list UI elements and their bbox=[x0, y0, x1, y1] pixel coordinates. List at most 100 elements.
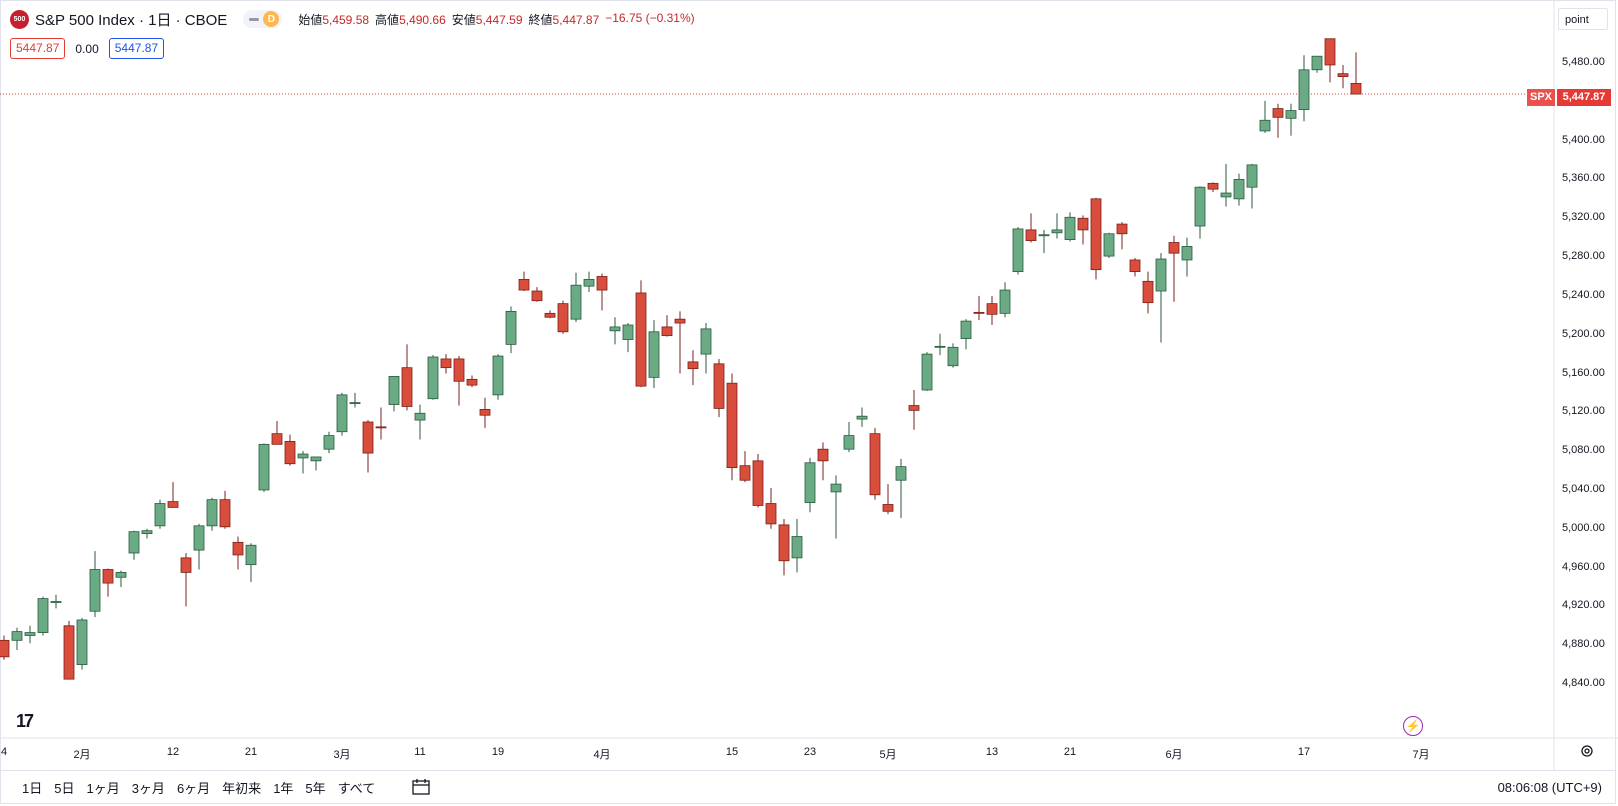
range-button[interactable]: 1日 bbox=[22, 781, 43, 796]
candle[interactable] bbox=[1129, 258, 1141, 277]
candle[interactable] bbox=[882, 484, 894, 515]
candle[interactable] bbox=[0, 635, 10, 660]
candle[interactable] bbox=[37, 596, 49, 636]
candle[interactable] bbox=[791, 519, 803, 573]
candle[interactable] bbox=[1155, 253, 1167, 343]
candle[interactable] bbox=[167, 482, 179, 508]
candle[interactable] bbox=[1298, 55, 1310, 122]
range-button[interactable]: すべて bbox=[337, 781, 376, 796]
tradingview-logo[interactable]: 17 bbox=[16, 711, 34, 731]
symbol-title[interactable]: S&P 500 Index · 1日 · CBOE bbox=[35, 11, 228, 29]
range-button[interactable]: 1ヶ月 bbox=[86, 781, 120, 796]
candle[interactable] bbox=[479, 397, 491, 428]
candle[interactable] bbox=[518, 271, 530, 292]
candle[interactable] bbox=[1350, 52, 1362, 95]
candle[interactable] bbox=[1168, 235, 1180, 302]
candle[interactable] bbox=[1337, 64, 1349, 89]
candle[interactable] bbox=[193, 523, 205, 570]
candle[interactable] bbox=[908, 389, 920, 430]
range-button[interactable]: 3ヶ月 bbox=[131, 781, 165, 796]
candle[interactable] bbox=[128, 530, 140, 560]
lightning-icon[interactable]: ⚡ bbox=[1403, 716, 1423, 736]
bid-box[interactable]: 5447.87 bbox=[10, 38, 66, 59]
candle[interactable] bbox=[141, 528, 153, 539]
candle[interactable] bbox=[986, 295, 998, 325]
candle[interactable] bbox=[1272, 103, 1284, 138]
candle[interactable] bbox=[1012, 226, 1024, 275]
candle[interactable] bbox=[869, 427, 881, 500]
candle[interactable] bbox=[1142, 271, 1154, 314]
candle[interactable] bbox=[570, 272, 582, 323]
candle[interactable] bbox=[1038, 229, 1050, 254]
candle[interactable] bbox=[557, 300, 569, 334]
candle[interactable] bbox=[531, 287, 543, 302]
candle[interactable] bbox=[11, 627, 23, 651]
candle[interactable] bbox=[1220, 163, 1232, 207]
candle[interactable] bbox=[843, 422, 855, 453]
candle[interactable] bbox=[310, 456, 322, 471]
candle[interactable] bbox=[661, 315, 673, 337]
candle[interactable] bbox=[50, 594, 62, 609]
candle[interactable] bbox=[752, 454, 764, 508]
candle[interactable] bbox=[934, 333, 946, 356]
gear-icon[interactable] bbox=[1580, 744, 1594, 758]
candle[interactable] bbox=[960, 319, 972, 350]
candle[interactable] bbox=[739, 451, 751, 483]
candle[interactable] bbox=[544, 310, 556, 319]
candle[interactable] bbox=[999, 282, 1011, 318]
candle[interactable] bbox=[414, 404, 426, 440]
calendar-icon[interactable] bbox=[412, 779, 430, 795]
candle[interactable] bbox=[1259, 100, 1271, 133]
candle[interactable] bbox=[1103, 232, 1115, 259]
candle[interactable] bbox=[1051, 213, 1063, 239]
candle[interactable] bbox=[401, 344, 413, 411]
candle[interactable] bbox=[258, 443, 270, 492]
candle[interactable] bbox=[505, 306, 517, 354]
candle[interactable] bbox=[609, 317, 621, 345]
candle[interactable] bbox=[362, 420, 374, 473]
candle[interactable] bbox=[687, 350, 699, 386]
candle[interactable] bbox=[1311, 55, 1323, 73]
candle[interactable] bbox=[388, 376, 400, 412]
candle[interactable] bbox=[674, 311, 686, 374]
candle[interactable] bbox=[492, 354, 504, 400]
ask-box[interactable]: 5447.87 bbox=[108, 38, 165, 59]
candle[interactable] bbox=[76, 618, 88, 670]
candle[interactable] bbox=[1181, 237, 1193, 277]
candle[interactable] bbox=[1324, 38, 1336, 83]
candle[interactable] bbox=[778, 519, 790, 576]
candle[interactable] bbox=[583, 271, 595, 292]
candle[interactable] bbox=[24, 625, 36, 644]
candle[interactable] bbox=[271, 421, 283, 445]
candle[interactable] bbox=[1025, 213, 1037, 243]
range-button[interactable]: 5日 bbox=[54, 781, 75, 796]
candle[interactable] bbox=[284, 434, 296, 466]
candle[interactable] bbox=[921, 352, 933, 391]
candle[interactable] bbox=[154, 499, 166, 529]
range-button[interactable]: 5年 bbox=[305, 781, 326, 796]
candle[interactable] bbox=[102, 568, 114, 597]
candle[interactable] bbox=[1233, 173, 1245, 206]
candle[interactable] bbox=[89, 551, 101, 618]
candle[interactable] bbox=[206, 497, 218, 531]
candle[interactable] bbox=[180, 553, 192, 607]
candle[interactable] bbox=[232, 536, 244, 570]
interval-pill[interactable]: D bbox=[243, 10, 283, 28]
candle[interactable] bbox=[427, 355, 439, 400]
range-button[interactable]: 6ヶ月 bbox=[176, 781, 211, 796]
range-button[interactable]: 年初来 bbox=[222, 781, 262, 796]
candle[interactable] bbox=[115, 570, 127, 587]
candle[interactable] bbox=[1207, 182, 1219, 193]
clock[interactable]: 08:06:08 (UTC+9) bbox=[1497, 780, 1602, 795]
candle[interactable] bbox=[1090, 197, 1102, 280]
candle[interactable] bbox=[596, 273, 608, 311]
interval-badge[interactable]: D bbox=[263, 11, 280, 27]
candle[interactable] bbox=[245, 543, 257, 583]
candle[interactable] bbox=[622, 323, 634, 353]
candle[interactable] bbox=[440, 354, 452, 374]
scale-mode-button[interactable]: point bbox=[1558, 8, 1608, 30]
candle[interactable] bbox=[1285, 103, 1297, 136]
candle[interactable] bbox=[726, 373, 738, 481]
range-button[interactable]: 1年 bbox=[273, 781, 294, 796]
